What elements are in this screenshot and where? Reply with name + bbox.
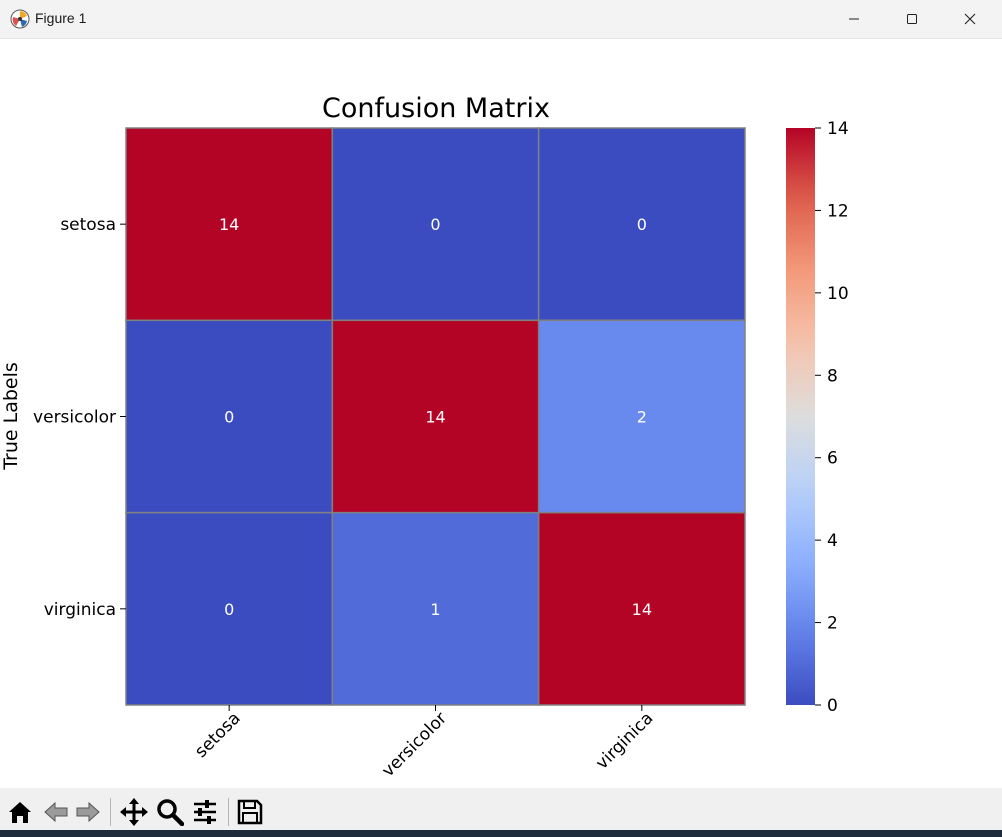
heatmap-cell	[537, 127, 746, 322]
cell-value-label: 0	[637, 215, 647, 234]
back-icon	[44, 801, 68, 823]
home-icon	[9, 802, 31, 823]
minimize-button[interactable]	[825, 0, 883, 38]
zoom-button[interactable]	[154, 796, 186, 828]
pan-button[interactable]	[118, 796, 150, 828]
window-title: Figure 1	[35, 10, 87, 26]
zoom-icon	[157, 799, 184, 826]
x-tick-label: versicolor	[378, 708, 451, 781]
cell-value-label: 1	[430, 600, 440, 619]
cell-value-label: 14	[425, 408, 445, 427]
matplotlib-icon	[10, 9, 30, 29]
maximize-button[interactable]	[883, 0, 941, 38]
cell-value-label: 14	[219, 215, 239, 234]
toolbar-separator	[110, 798, 111, 826]
heatmap-cell	[125, 511, 334, 706]
title-bar: Figure 1	[0, 0, 1002, 39]
colorbar-tick-label: 12	[827, 201, 849, 221]
forward-button[interactable]	[72, 796, 104, 828]
forward-icon	[76, 801, 100, 823]
heatmap-cell	[537, 511, 746, 706]
confusion-matrix-chart: Confusion Matrix True Labels 14 0 0 0 14 2 0 1 1…	[0, 93, 849, 781]
close-icon	[964, 13, 976, 25]
taskbar-edge	[0, 830, 1002, 837]
toolbar-separator	[228, 798, 229, 826]
save-icon	[237, 799, 263, 825]
home-button[interactable]	[4, 796, 36, 828]
y-axis-label: True Labels	[0, 362, 22, 471]
heatmap-cell	[537, 319, 746, 514]
colorbar-tick-label: 6	[827, 449, 838, 469]
colorbar-tick-label: 8	[827, 366, 838, 386]
save-button[interactable]	[234, 796, 266, 828]
cell-value-label: 0	[430, 215, 440, 234]
cell-value-label: 0	[224, 600, 234, 619]
configure-subplots-icon	[194, 800, 216, 824]
colorbar-tick-label: 0	[827, 696, 838, 716]
y-tick-label: setosa	[60, 215, 116, 235]
chart-title: Confusion Matrix	[322, 93, 550, 124]
x-tick-label: setosa	[191, 708, 245, 762]
configure-subplots-button[interactable]	[189, 796, 221, 828]
colorbar-tick-label: 10	[827, 284, 849, 304]
colorbar	[786, 128, 815, 705]
colorbar-tick-label: 4	[827, 531, 838, 551]
close-button[interactable]	[941, 0, 999, 38]
maximize-icon	[907, 14, 917, 24]
minimize-icon	[849, 18, 859, 20]
pan-icon	[120, 798, 148, 826]
cell-value-label: 14	[632, 600, 652, 619]
y-tick-label: versicolor	[33, 408, 116, 428]
y-tick-label: virginica	[44, 600, 116, 620]
navigation-toolbar	[0, 788, 1002, 837]
colorbar-tick-label: 2	[827, 614, 838, 634]
colorbar-tick-label: 14	[827, 119, 849, 139]
figure-canvas: Confusion Matrix True Labels 14 0 0 0 14 2 0 1 1…	[0, 38, 1002, 788]
cell-value-label: 2	[637, 408, 647, 427]
cell-value-label: 0	[224, 408, 234, 427]
heatmap-cell	[125, 319, 334, 514]
heatmap-cell	[125, 127, 334, 322]
heatmap-cell	[331, 319, 540, 514]
back-button[interactable]	[40, 796, 72, 828]
x-tick-label: virginica	[592, 708, 657, 773]
